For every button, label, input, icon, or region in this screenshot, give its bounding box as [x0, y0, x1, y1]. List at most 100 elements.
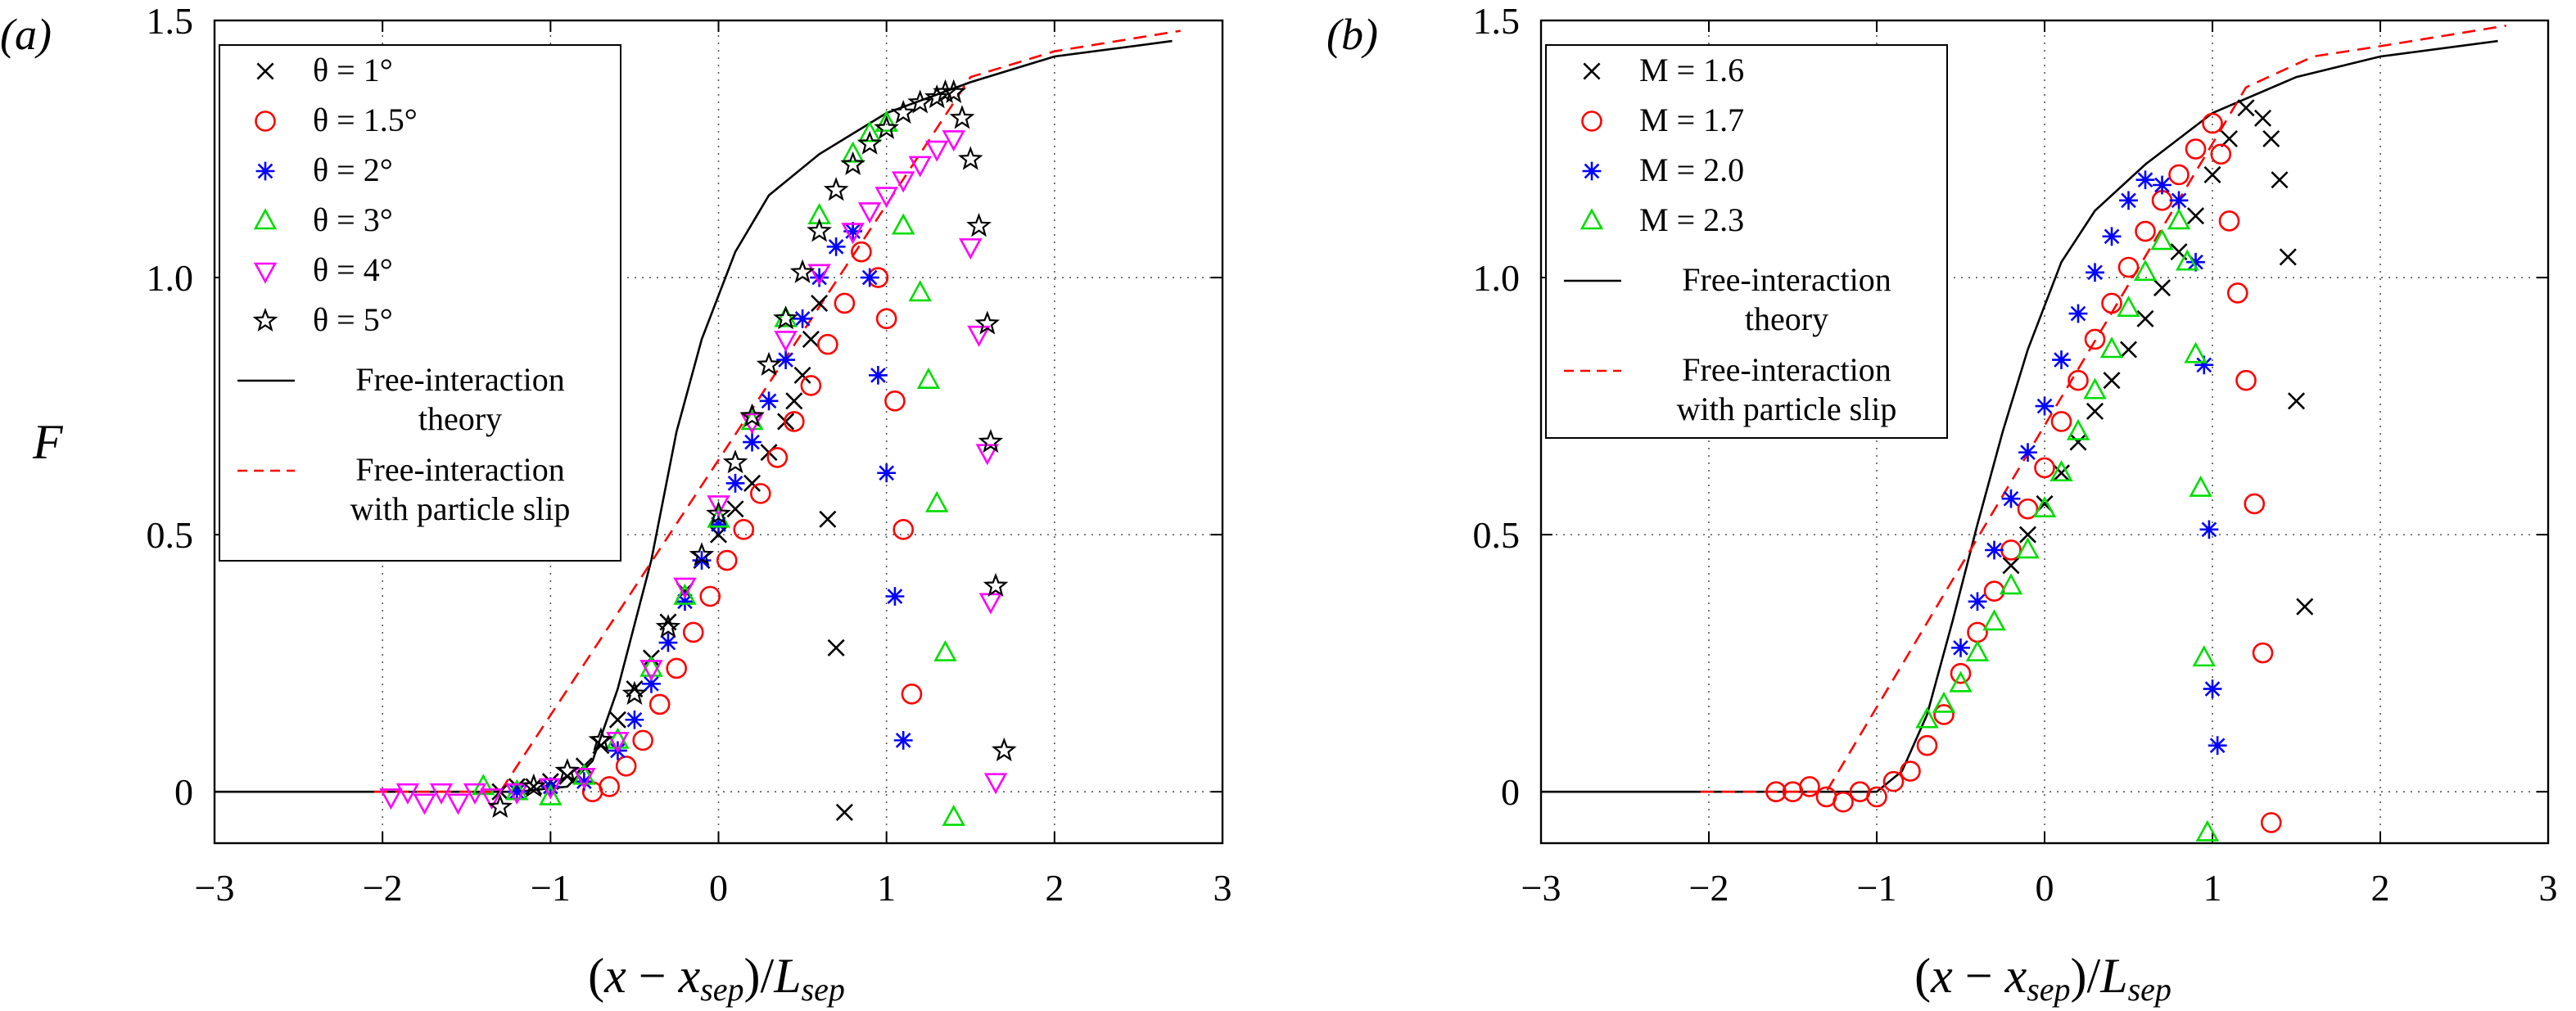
panel-a-legend-label-4: θ = 4° — [313, 251, 393, 288]
panel-b-point-m-1-7 — [2117, 256, 2140, 278]
panel-b-point-m-1-7 — [1765, 781, 1787, 802]
panel-b-point-m-2-0 — [2208, 736, 2227, 756]
panel-a-point-1 — [835, 803, 853, 821]
panel-a-point-3 — [942, 804, 965, 826]
panel-b-point-m-2-0 — [2001, 489, 2021, 508]
panel-a-legend-marker-1-5 — [255, 111, 276, 132]
panel-b-point-m-1-6 — [2136, 309, 2154, 327]
panel-a-point-4 — [379, 788, 403, 810]
panel-a-point-5 — [983, 572, 1009, 598]
panel-a-point-1 — [793, 366, 811, 384]
panel-b-point-m-1-6 — [2271, 171, 2289, 189]
panel-b-legend-marker-m-2-3 — [1579, 208, 1604, 230]
panel-a-point-5 — [966, 213, 992, 237]
panel-b-ytick-label: 1.5 — [1473, 0, 1521, 42]
panel-a-point-2 — [843, 222, 863, 241]
panel-a-point-5 — [487, 793, 513, 819]
panel-a-point-2 — [893, 730, 913, 750]
panel-label-a: (a) — [0, 10, 52, 59]
panel-a-point-5 — [949, 105, 975, 129]
panel-a-ytick-label: 1.5 — [147, 0, 194, 42]
panel-b-point-m-2-3 — [2150, 228, 2174, 250]
panel-b-xtick-label: −2 — [1689, 867, 1729, 909]
panel-a-legend-marker-4 — [253, 262, 278, 284]
panel-a-point-4 — [429, 783, 454, 805]
panel-b-xtick-label: −1 — [1857, 867, 1897, 909]
panel-b-point-m-2-0 — [2035, 396, 2054, 416]
panel-b-point-m-1-6 — [2119, 341, 2138, 359]
panel-a-legend-label-free-interaction-theory: Free-interaction — [355, 361, 564, 398]
panel-a-point-1-5 — [749, 483, 771, 504]
panel-b-point-m-2-0 — [2199, 520, 2219, 539]
panel-a-point-4 — [975, 444, 999, 466]
panel-a-point-4 — [480, 788, 504, 810]
panel-a-point-1-5 — [817, 333, 838, 355]
panel-a-point-2 — [885, 587, 905, 606]
panel-b-point-m-1-7 — [2252, 642, 2274, 664]
panel-b-point-m-2-3 — [1915, 706, 1939, 729]
panel-a-point-5 — [756, 351, 782, 376]
panel-b-point-m-2-3 — [2189, 475, 2212, 497]
panel-b-legend-label-m-2-0: M = 2.0 — [1639, 151, 1744, 188]
panel-b-point-m-1-7 — [2168, 164, 2190, 186]
panel-a-line-free-interaction-theory — [215, 39, 1173, 793]
panel-b-point-m-1-7 — [1967, 621, 1988, 643]
panel-b-point-m-2-0 — [2068, 304, 2088, 323]
chart-panel-b: −3 −2 −1 0 1 2 3 0 0.5 1.0 1.5 M = 1.6 M = 1.7 M = 2.… — [1473, 0, 2558, 909]
panel-a-point-5 — [933, 79, 958, 104]
panel-a-point-5 — [907, 89, 933, 114]
panel-a-point-2 — [574, 772, 594, 792]
panel-a-point-1 — [811, 294, 829, 312]
panel-a-legend: θ = 1° θ = 1.5° θ = 2° θ = 3° θ = 4° θ = 5° Fr… — [219, 44, 621, 562]
panel-a-point-5 — [840, 151, 865, 175]
panel-b-point-m-1-7 — [2260, 812, 2282, 833]
panel-a-series-5 — [487, 79, 1017, 819]
panel-a-point-2 — [776, 350, 795, 369]
x-axis-label-a: (x − xsep)/Lsep — [588, 949, 845, 1008]
panel-b-legend-marker-m-1-7 — [1581, 111, 1602, 132]
panel-b-point-m-1-6 — [2069, 433, 2087, 451]
panel-b-xtick-label: 3 — [2539, 867, 2558, 909]
panel-a-point-1-5 — [699, 585, 721, 607]
panel-a-legend-label-2: θ = 2° — [313, 151, 393, 188]
panel-b-legend-label-free-interaction-with-particle-slip: Free-interaction — [1682, 351, 1891, 388]
panel-a-point-1-5 — [884, 390, 906, 412]
panel-b-legend-label-free-interaction-theory: Free-interaction — [1682, 261, 1891, 298]
panel-b-legend-label-free-interaction-with-particle-slip-line2: with particle slip — [1677, 390, 1897, 427]
panel-a-point-3 — [539, 783, 563, 806]
panel-a-point-1-5 — [875, 308, 897, 330]
panel-a-point-2 — [642, 674, 661, 693]
panel-b-xtick-label: 2 — [2371, 867, 2390, 909]
panel-a-point-5 — [521, 773, 547, 797]
panel-a-point-4 — [967, 325, 991, 347]
panel-a-point-5 — [924, 84, 950, 109]
panel-b-xtick-label: 0 — [2036, 867, 2054, 909]
panel-a-xtick-label: 2 — [1045, 867, 1064, 909]
panel-a-point-2 — [877, 463, 897, 483]
panel-b-point-m-2-0 — [2203, 679, 2222, 698]
panel-a-xtick-label: −1 — [531, 867, 571, 909]
panel-a-point-3 — [606, 727, 630, 749]
panel-b-point-m-1-7 — [2017, 498, 2039, 520]
panel-b-point-m-1-6 — [2262, 129, 2280, 147]
panel-b-point-m-1-7 — [1916, 734, 1938, 756]
panel-b-point-m-1-7 — [1900, 761, 1921, 782]
panel-b-point-m-2-0 — [1951, 638, 1970, 657]
panel-a-line-free-interaction-with-particle-slip — [373, 29, 1181, 793]
panel-b-point-m-2-3 — [2032, 496, 2057, 518]
panel-b-point-m-2-0 — [2153, 175, 2172, 195]
panel-b-point-m-2-0 — [1968, 592, 1987, 612]
panel-a-point-5 — [974, 310, 1001, 335]
panel-a-point-1-5 — [834, 292, 856, 314]
panel-a-point-2 — [725, 473, 745, 493]
panel-a-point-5 — [773, 305, 798, 330]
panel-b-point-m-2-0 — [2169, 191, 2189, 210]
panel-a-point-1 — [827, 639, 845, 657]
panel-a-point-5 — [621, 680, 648, 705]
panel-b-point-m-1-7 — [2068, 369, 2089, 391]
panel-b-point-m-1-6 — [2237, 99, 2255, 117]
panel-a-point-3 — [673, 583, 697, 605]
panel-b-point-m-1-7 — [2050, 411, 2072, 432]
panel-a-point-3 — [774, 305, 798, 327]
panel-a-xtick-label: 3 — [1213, 867, 1232, 909]
